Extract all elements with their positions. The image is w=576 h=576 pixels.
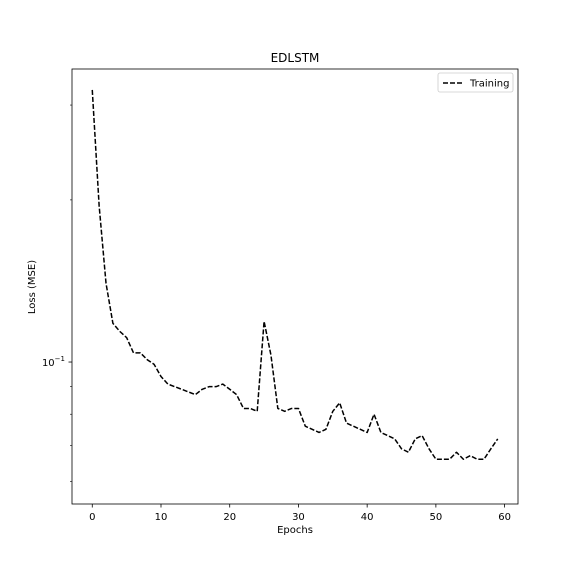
x-tick-label: 10 <box>155 512 168 523</box>
x-tick-label: 40 <box>361 512 374 523</box>
x-tick-label: 0 <box>89 512 95 523</box>
x-tick-label: 20 <box>223 512 236 523</box>
chart-title: EDLSTM <box>271 51 320 65</box>
x-tick-label: 30 <box>292 512 305 523</box>
legend-box <box>437 72 514 93</box>
x-tick-label: 50 <box>430 512 443 523</box>
x-tick-label: 60 <box>498 512 511 523</box>
y-axis-label: Loss (MSE) <box>27 260 38 314</box>
x-axis-label: Epochs <box>277 525 313 536</box>
x-tick-layer: 0 10 20 30 40 50 60 <box>89 504 511 523</box>
series-line-training <box>91 89 499 460</box>
legend: Training <box>437 72 514 93</box>
mark-layer <box>91 89 499 460</box>
plot-frame <box>71 68 519 505</box>
legend-label-training: Training <box>469 79 509 90</box>
